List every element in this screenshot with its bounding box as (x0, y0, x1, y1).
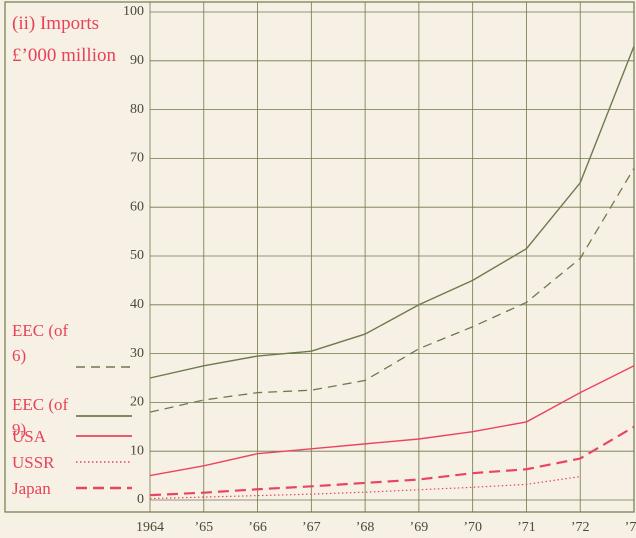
y-tick-label: 10 (130, 443, 144, 458)
y-tick-label: 0 (137, 492, 144, 507)
series-line (149, 365, 635, 477)
x-tick-label: ’68 (356, 520, 375, 535)
series-line (149, 167, 635, 413)
legend-label: USA (12, 427, 47, 446)
y-tick-label: 40 (130, 297, 144, 312)
x-tick-label: ’69 (410, 520, 429, 535)
y-tick-label: 50 (130, 248, 144, 263)
y-tick-label: 70 (130, 151, 144, 166)
x-tick-label: ’70 (463, 520, 482, 535)
y-axis-label: £’000 million (12, 45, 116, 66)
series-line (149, 45, 635, 379)
x-tick-label: ’66 (248, 520, 267, 535)
series-line (149, 425, 635, 497)
chart-title: (ii) Imports (12, 13, 100, 34)
y-tick-label: 20 (130, 395, 144, 410)
legend-label: EEC (of 9) (12, 395, 69, 439)
x-tick-label: ’65 (194, 520, 213, 535)
legend-label: EEC (of 6) (12, 321, 69, 365)
x-tick-label: ’72 (571, 520, 590, 535)
legend-label: Japan (12, 479, 51, 498)
x-tick-label: ’67 (302, 520, 321, 535)
y-tick-label: 30 (130, 346, 144, 361)
y-tick-label: 90 (130, 53, 144, 68)
x-tick-label: ’71 (517, 520, 536, 535)
legend-label: USSR (12, 453, 55, 472)
y-tick-label: 80 (130, 102, 144, 117)
x-tick-label: 1964 (136, 520, 164, 535)
x-tick-label: ’73 (625, 520, 636, 535)
y-tick-label: 60 (130, 199, 144, 214)
y-tick-label: 100 (123, 4, 144, 19)
